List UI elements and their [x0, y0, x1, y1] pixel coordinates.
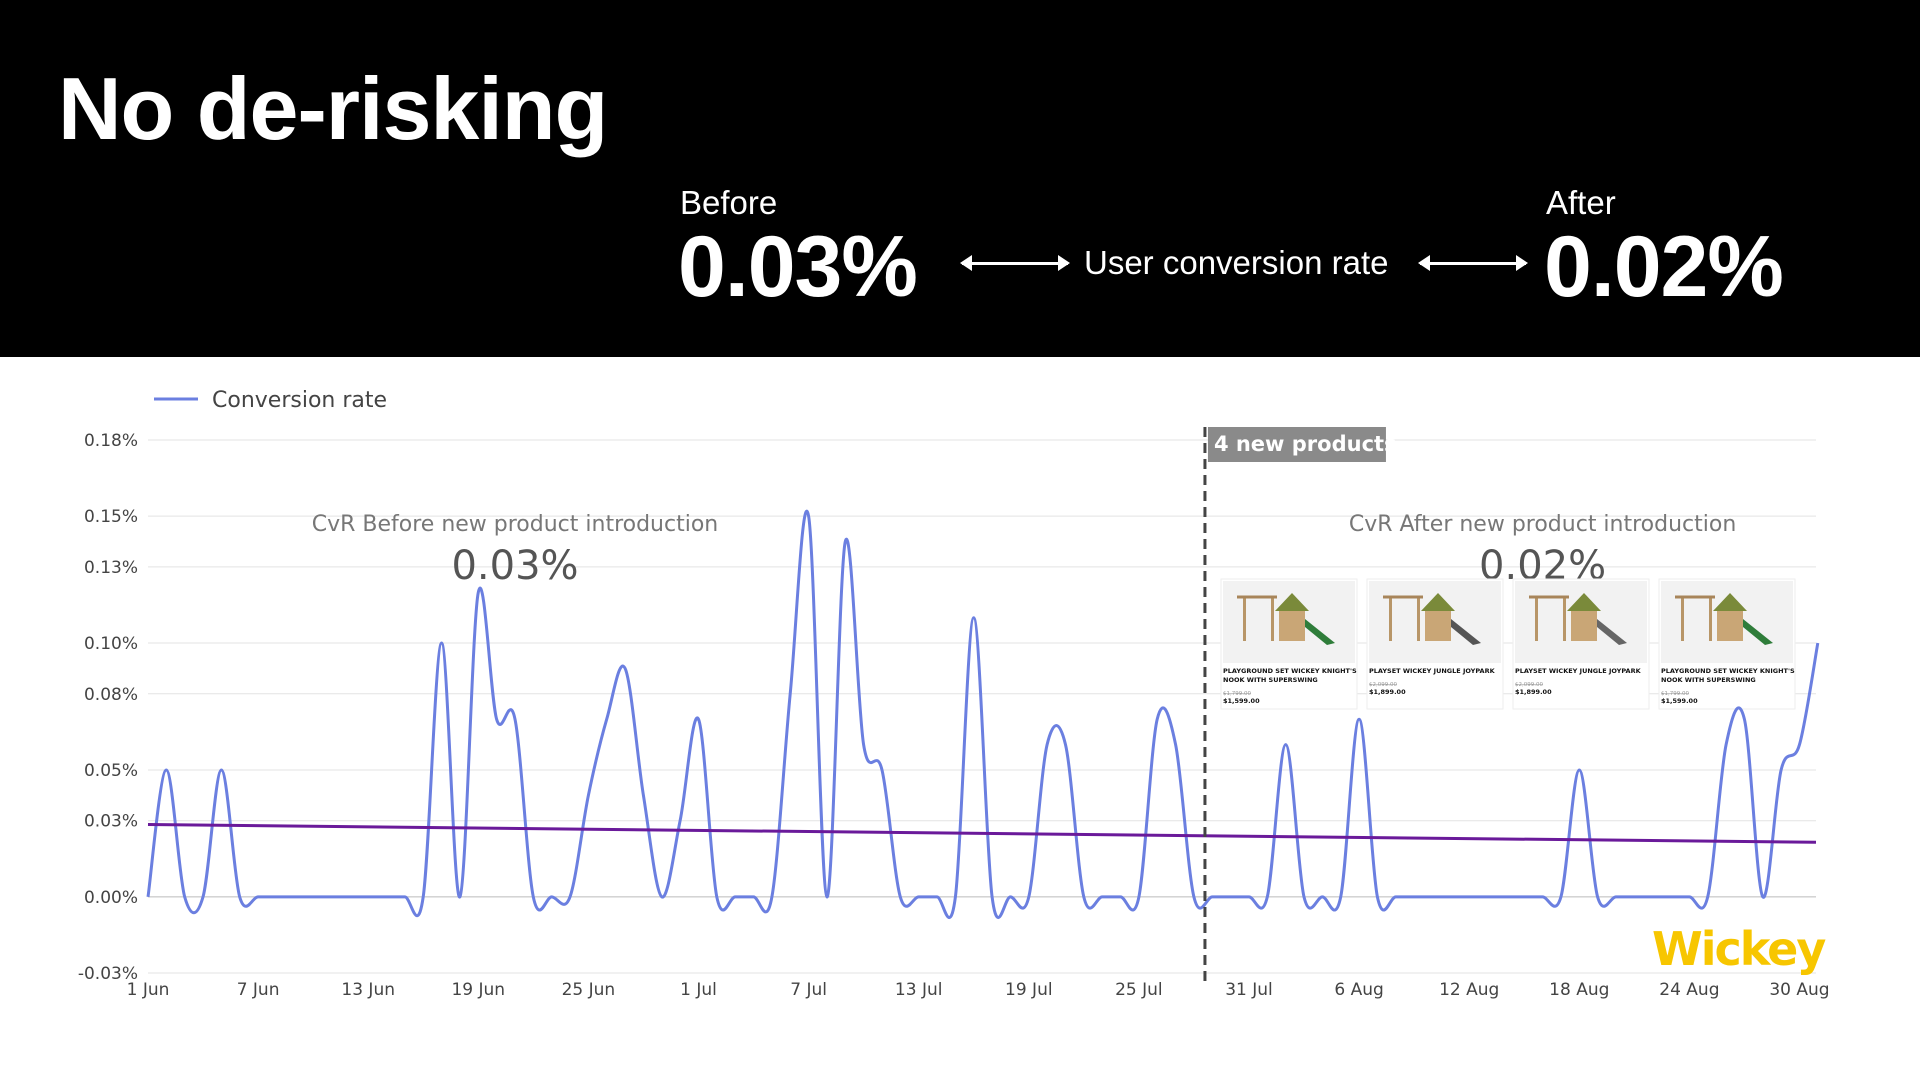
- before-label: Before: [680, 184, 778, 221]
- wickey-logo: Wickey: [1652, 922, 1828, 976]
- after-label: After: [1546, 184, 1616, 221]
- series-layer: [146, 509, 1820, 919]
- product-old-price: $2,099.00: [1515, 682, 1543, 688]
- chart-legend: Conversion rate: [154, 388, 387, 413]
- legend-entry: Conversion rate: [212, 388, 387, 413]
- product-title: PLAYGROUND SET WICKEY KNIGHT'S NOOK WITH …: [1661, 667, 1795, 684]
- after-value: 0.02%: [1544, 219, 1784, 315]
- series-line-conversion-rate: [146, 509, 1820, 919]
- product-card: PLAYSET WICKEY JUNGLE JOYPARK $2,099.00$1…: [1512, 578, 1650, 710]
- marker-label-bg: [1207, 427, 1386, 462]
- x-tick-label: 25 Jun: [562, 980, 616, 1000]
- x-tick-label: 13 Jul: [895, 980, 943, 1000]
- playset-roof: [1713, 593, 1747, 611]
- playset-slide: [1597, 619, 1627, 645]
- x-tick-label: 13 Jun: [341, 980, 395, 1000]
- product-title: PLAYGROUND SET WICKEY KNIGHT'S NOOK WITH …: [1223, 667, 1357, 684]
- playset-tower: [1279, 611, 1305, 641]
- x-tick-label: 1 Jul: [680, 980, 717, 1000]
- x-tick-label: 19 Jul: [1005, 980, 1053, 1000]
- x-tick-label: 7 Jun: [237, 980, 280, 1000]
- playset-post: [1417, 597, 1420, 641]
- playset-post: [1709, 597, 1712, 641]
- product-cards: PLAYGROUND SET WICKEY KNIGHT'S NOOK WITH …: [1220, 578, 1796, 710]
- y-tick-label: 0.15%: [84, 507, 138, 527]
- slide-title: No de-risking: [58, 59, 608, 158]
- product-price: $1,899.00: [1369, 688, 1406, 696]
- product-title: PLAYSET WICKEY JUNGLE JOYPARK: [1515, 667, 1642, 675]
- y-tick-label: 0.10%: [84, 634, 138, 654]
- x-tick-label: 7 Jul: [790, 980, 827, 1000]
- annotation-title: CvR After new product introduction: [1349, 512, 1736, 537]
- product-card: PLAYGROUND SET WICKEY KNIGHT'S NOOK WITH …: [1658, 578, 1796, 710]
- product-title-line: PLAYSET WICKEY JUNGLE JOYPARK: [1515, 667, 1642, 675]
- product-old-price: $1,799.00: [1661, 691, 1689, 697]
- playset-slide: [1305, 619, 1335, 645]
- playset-tower: [1425, 611, 1451, 641]
- metric-label: User conversion rate: [1084, 244, 1389, 281]
- before-value: 0.03%: [678, 219, 918, 315]
- playset-roof: [1421, 593, 1455, 611]
- y-axis: -0.03% 0.00% 0.03% 0.05% 0.08% 0.10% 0.13% 0.15…: [78, 431, 138, 984]
- product-title-line: PLAYSET WICKEY JUNGLE JOYPARK: [1369, 667, 1496, 675]
- playset-post: [1681, 597, 1684, 641]
- x-tick-label: 6 Aug: [1334, 980, 1383, 1000]
- x-tick-label: 24 Aug: [1659, 980, 1719, 1000]
- playset-post: [1271, 597, 1274, 641]
- chart-annotations: CvR Before new product introduction 0.03%…: [312, 512, 1737, 589]
- y-tick-label: 0.00%: [84, 888, 138, 908]
- x-tick-label: 25 Jul: [1115, 980, 1163, 1000]
- product-old-price: $1,799.00: [1223, 691, 1251, 697]
- slide-header: No de-risking Before 0.03% User conversi…: [0, 0, 1920, 357]
- playset-roof: [1567, 593, 1601, 611]
- product-title-line: PLAYGROUND SET WICKEY KNIGHT'S: [1661, 667, 1795, 675]
- x-tick-label: 1 Jun: [127, 980, 170, 1000]
- x-tick-label: 19 Jun: [451, 980, 505, 1000]
- x-tick-label: 12 Aug: [1439, 980, 1499, 1000]
- product-title-line: NOOK WITH SUPERSWING: [1223, 676, 1318, 684]
- x-axis: 1 Jun 7 Jun 13 Jun 19 Jun 25 Jun 1 Jul 7 Jul 13…: [127, 980, 1830, 1000]
- y-tick-label: -0.03%: [78, 964, 138, 984]
- product-title: PLAYSET WICKEY JUNGLE JOYPARK: [1369, 667, 1496, 675]
- product-title-line: PLAYGROUND SET WICKEY KNIGHT'S: [1223, 667, 1357, 675]
- product-card: PLAYGROUND SET WICKEY KNIGHT'S NOOK WITH …: [1220, 578, 1358, 710]
- product-price: $1,599.00: [1223, 697, 1260, 705]
- playset-tower: [1571, 611, 1597, 641]
- playset-slide: [1743, 619, 1773, 645]
- wickey-logo-text: Wickey: [1652, 922, 1826, 976]
- annotation-value: 0.03%: [451, 543, 578, 589]
- playset-roof: [1275, 593, 1309, 611]
- playset-post: [1563, 597, 1566, 641]
- product-price: $1,599.00: [1661, 697, 1698, 705]
- annotation-title: CvR Before new product introduction: [312, 512, 719, 537]
- x-tick-label: 31 Jul: [1225, 980, 1273, 1000]
- x-tick-label: 18 Aug: [1549, 980, 1609, 1000]
- playset-post: [1389, 597, 1392, 641]
- playset-tower: [1717, 611, 1743, 641]
- product-card: PLAYSET WICKEY JUNGLE JOYPARK $2,099.00$1…: [1366, 578, 1504, 710]
- conversion-rate-chart: Conversion rate -0.03% 0.00% 0.03% 0.05% 0.0…: [78, 388, 1830, 1000]
- product-price: $1,899.00: [1515, 688, 1552, 696]
- y-tick-label: 0.03%: [84, 812, 138, 832]
- x-tick-label: 30 Aug: [1769, 980, 1829, 1000]
- product-title-line: NOOK WITH SUPERSWING: [1661, 676, 1756, 684]
- launch-marker: 4 new products: [1203, 427, 1397, 983]
- trendline: [147, 823, 1817, 844]
- double-arrow-right-icon: [1418, 255, 1528, 271]
- playset-post: [1243, 597, 1246, 641]
- y-tick-label: 0.08%: [84, 685, 138, 705]
- marker-label: 4 new products: [1214, 432, 1397, 456]
- y-tick-label: 0.13%: [84, 558, 138, 578]
- double-arrow-left-icon: [960, 255, 1070, 271]
- playset-post: [1535, 597, 1538, 641]
- product-old-price: $2,099.00: [1369, 682, 1397, 688]
- playset-slide: [1451, 619, 1481, 645]
- y-tick-label: 0.05%: [84, 761, 138, 781]
- y-tick-label: 0.18%: [84, 431, 138, 451]
